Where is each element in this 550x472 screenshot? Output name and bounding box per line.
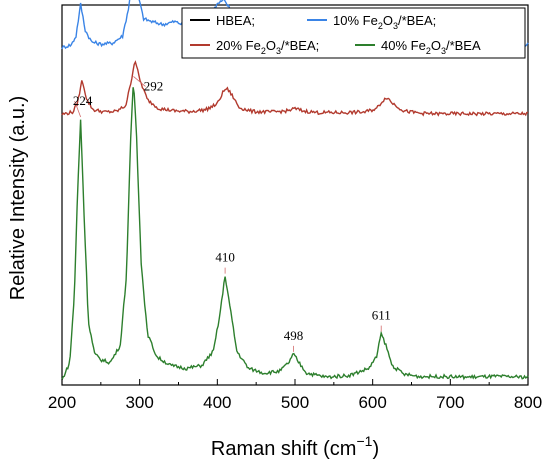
peak-marker-224 — [74, 100, 82, 118]
x-axis: 200 300 400 500 600 700 800 — [48, 379, 542, 412]
peak-label-498: 498 — [284, 328, 304, 343]
x-tick-label-800: 800 — [514, 393, 542, 412]
x-axis-title: Raman shift (cm−1) — [211, 433, 379, 460]
legend-box — [181, 7, 526, 59]
legend-label-20pct: 20% Fe2O3/*BEA; — [216, 38, 319, 56]
x-tick-label-700: 700 — [436, 393, 464, 412]
legend: HBEA; 10% Fe2O3/*BEA; 20% Fe2O3/*BEA; 40… — [181, 7, 526, 59]
series-line-40pct — [61, 87, 529, 381]
peak-label-224: 224 — [73, 93, 93, 108]
peak-label-410: 410 — [215, 250, 235, 265]
series-line-20pct — [61, 60, 529, 117]
x-tick-label-300: 300 — [125, 393, 153, 412]
x-tick-label-600: 600 — [358, 393, 386, 412]
peak-label-611: 611 — [372, 308, 391, 323]
legend-label-hbea: HBEA; — [216, 13, 255, 28]
y-axis-title: Relative Intensity (a.u.) — [7, 96, 29, 301]
x-tick-label-200: 200 — [48, 393, 76, 412]
legend-label-40pct: 40% Fe2O3/*BEA — [381, 38, 481, 56]
peak-annotations: 298346398476500224292410498611 — [73, 76, 391, 352]
peak-label-292: 292 — [144, 78, 164, 93]
x-tick-label-400: 400 — [203, 393, 231, 412]
peak-marker-292 — [133, 76, 146, 87]
x-tick-label-500: 500 — [281, 393, 309, 412]
legend-label-10pct: 10% Fe2O3/*BEA; — [333, 13, 436, 31]
